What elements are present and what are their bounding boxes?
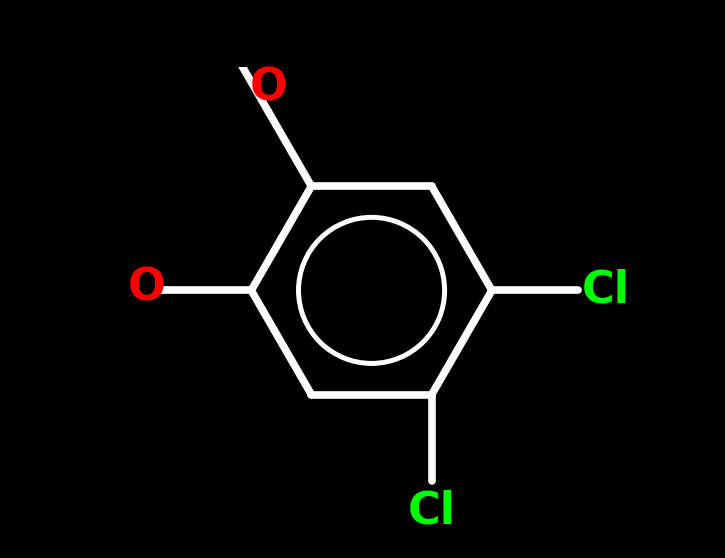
Text: Cl: Cl xyxy=(582,269,630,312)
Text: O: O xyxy=(128,267,165,310)
Text: Cl: Cl xyxy=(407,489,456,532)
Text: O: O xyxy=(249,66,287,109)
